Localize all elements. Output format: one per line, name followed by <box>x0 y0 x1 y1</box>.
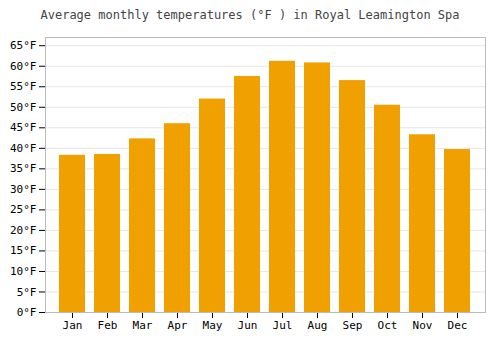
svg-text:35°F: 35°F <box>10 162 37 175</box>
svg-text:Mar: Mar <box>133 319 153 332</box>
svg-text:Aug: Aug <box>308 319 328 332</box>
svg-text:Jul: Jul <box>273 319 293 332</box>
svg-text:0°F: 0°F <box>17 306 37 319</box>
svg-text:5°F: 5°F <box>17 285 37 298</box>
svg-text:60°F: 60°F <box>10 60 37 73</box>
svg-text:Jun: Jun <box>238 319 258 332</box>
svg-text:50°F: 50°F <box>10 101 37 114</box>
svg-text:Sep: Sep <box>343 319 363 332</box>
svg-text:15°F: 15°F <box>10 244 37 257</box>
svg-text:25°F: 25°F <box>10 203 37 216</box>
svg-text:20°F: 20°F <box>10 224 37 237</box>
svg-text:55°F: 55°F <box>10 80 37 93</box>
svg-text:45°F: 45°F <box>10 121 37 134</box>
svg-text:Nov: Nov <box>413 319 433 332</box>
svg-text:30°F: 30°F <box>10 183 37 196</box>
svg-text:65°F: 65°F <box>10 39 37 52</box>
svg-text:40°F: 40°F <box>10 142 37 155</box>
svg-text:Dec: Dec <box>448 319 468 332</box>
svg-text:Jan: Jan <box>63 319 83 332</box>
svg-text:Feb: Feb <box>98 319 118 332</box>
svg-text:May: May <box>203 319 223 332</box>
html-text:Average monthly temperatures (: Average monthly temperatures (°F ) in Ro… <box>40 8 460 22</box>
svg-text:Apr: Apr <box>168 319 188 332</box>
svg-text:Oct: Oct <box>378 319 398 332</box>
svg-text:10°F: 10°F <box>10 265 37 278</box>
